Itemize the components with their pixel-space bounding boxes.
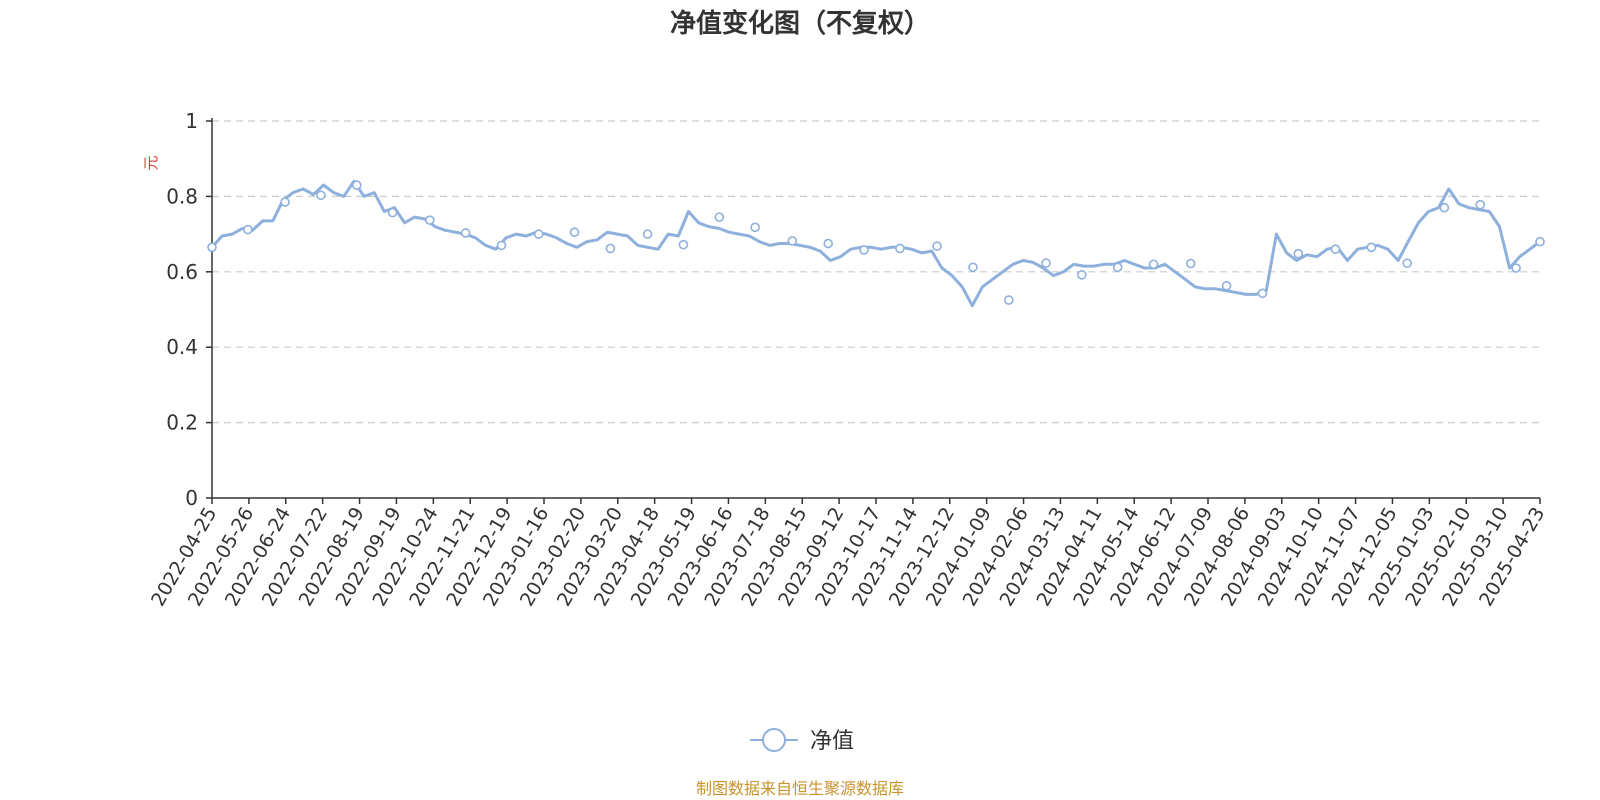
data-point[interactable] — [533, 229, 544, 239]
data-point[interactable] — [968, 262, 978, 273]
legend-label: 净值 — [810, 729, 854, 754]
data-point[interactable] — [387, 207, 398, 218]
data-point[interactable] — [1330, 244, 1341, 254]
data-point[interactable] — [823, 238, 833, 249]
data-point[interactable] — [1185, 258, 1196, 269]
data-point[interactable] — [642, 229, 653, 239]
data-point[interactable] — [424, 215, 435, 225]
data-point[interactable] — [1077, 270, 1087, 280]
data-point[interactable] — [569, 227, 580, 238]
data-point[interactable] — [207, 242, 217, 253]
data-point[interactable] — [859, 245, 869, 255]
data-point[interactable] — [460, 228, 471, 238]
data-point[interactable] — [316, 190, 326, 201]
data-point[interactable] — [787, 236, 798, 246]
data-point[interactable] — [678, 239, 689, 250]
data-point[interactable] — [1535, 236, 1545, 247]
data-point[interactable] — [1475, 199, 1486, 210]
data-point[interactable] — [1148, 259, 1159, 270]
data-point[interactable] — [1257, 288, 1268, 299]
data-point[interactable] — [351, 180, 362, 190]
y-axis-unit: 元 — [142, 155, 160, 170]
data-point[interactable] — [895, 243, 905, 254]
source-note: 制图数据来自恒生聚源数据库 — [696, 779, 904, 798]
y-axis-ticks: 0 0.2 0.4 0.6 0.8 1 — [166, 109, 212, 510]
data-point[interactable] — [280, 197, 290, 207]
data-point[interactable] — [1003, 295, 1014, 305]
data-point[interactable] — [1366, 242, 1377, 253]
axes — [211, 118, 1540, 499]
y-tick-label: 0.4 — [166, 335, 198, 359]
data-point[interactable] — [714, 212, 725, 222]
x-axis-ticks: 2022-04-252022-05-262022-06-242022-07-22… — [147, 498, 1549, 610]
series-layer — [207, 179, 1545, 308]
y-tick-label: 0.6 — [166, 260, 198, 284]
y-tick-label: 0 — [185, 486, 198, 510]
data-point[interactable] — [1402, 258, 1412, 268]
chart-title: 净值变化图（不复权） — [670, 8, 930, 39]
data-point[interactable] — [243, 224, 253, 235]
data-point[interactable] — [750, 222, 760, 233]
data-point[interactable] — [1293, 248, 1304, 259]
y-tick-label: 1 — [185, 109, 198, 133]
data-point[interactable] — [1041, 258, 1051, 268]
y-tick-label: 0.2 — [166, 411, 198, 435]
data-point[interactable] — [932, 241, 942, 251]
data-point[interactable] — [496, 240, 507, 251]
data-point[interactable] — [1511, 263, 1521, 273]
legend[interactable]: 净值 — [750, 728, 854, 754]
series-line — [210, 179, 1542, 308]
data-point[interactable] — [1112, 262, 1123, 273]
legend-marker-icon — [762, 728, 786, 752]
data-point[interactable] — [1439, 202, 1450, 213]
data-point[interactable] — [605, 243, 616, 254]
y-tick-label: 0.8 — [166, 184, 198, 208]
data-point[interactable] — [1221, 280, 1232, 291]
grid-lines — [212, 120, 1540, 424]
